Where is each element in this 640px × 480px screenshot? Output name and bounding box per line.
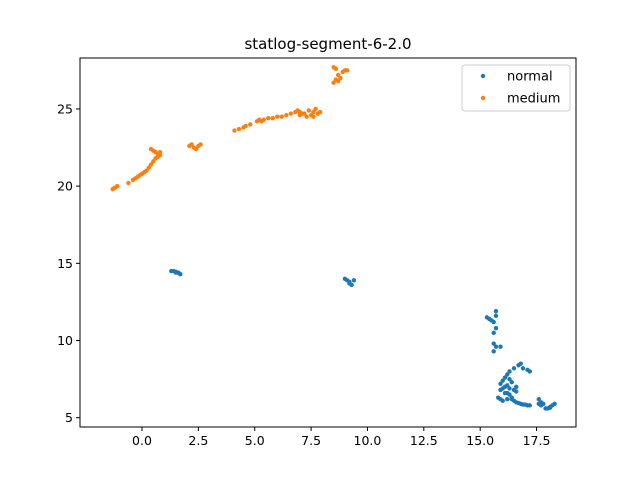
medium-point [148,146,154,152]
y-tick-label: 20 [57,179,73,194]
normal-point [500,378,505,383]
normal-point [520,366,526,371]
medium-point [193,146,199,152]
medium-point [156,152,162,157]
x-tick-label: 10.0 [354,433,382,448]
normal-point [505,383,510,388]
normal-point [514,384,519,390]
x-tick-label: 15.0 [466,433,494,448]
normal-point [507,386,512,391]
normal-point [351,278,357,283]
y-tick-label: 15 [57,256,73,271]
legend-marker-medium [480,95,486,101]
normal-point [505,397,510,402]
x-axis: 0.0 2.5 5.0 7.5 10.0 12.5 15.0 17.5 [132,427,550,448]
x-tick-label: 5.0 [245,433,265,448]
normal-point [527,403,532,408]
y-tick-label: 25 [57,101,73,116]
medium-point [248,122,253,127]
medium-point [311,114,316,119]
y-tick-label: 5 [65,410,73,425]
medium-point [331,80,336,85]
normal-point [498,397,503,402]
normal-point [493,309,499,314]
normal-point [502,390,508,396]
normal-point [505,372,510,377]
normal-point [173,269,179,275]
normal-point [347,281,352,286]
medium-point [270,116,275,121]
medium-point [115,183,120,189]
normal-point [514,389,519,394]
normal-point [507,369,512,374]
medium-point [338,75,343,81]
normal-point [491,330,496,336]
medium-point [317,109,323,115]
medium-point [261,117,266,122]
medium-point [126,180,131,186]
medium-point [295,108,300,113]
chart-title: statlog-segment-6-2.0 [244,35,411,53]
normal-point [493,325,499,331]
normal-point [177,271,182,276]
medium-point [311,109,316,115]
legend-marker-normal [480,73,486,79]
medium-point [148,162,154,167]
normal-point [518,361,523,366]
medium-point [333,66,339,72]
medium-point [266,116,271,121]
medium-point [335,78,341,84]
normal-point [493,313,499,319]
medium-point [151,159,156,164]
medium-point [111,186,117,191]
medium-point [313,106,318,112]
legend: normal medium [461,64,571,112]
medium-point [189,142,194,147]
medium-point [344,68,350,73]
normal-point [552,401,557,407]
medium-point [279,114,284,119]
legend-label-medium: medium [507,92,560,107]
x-tick-label: 7.5 [301,433,321,448]
legend-box [461,64,571,112]
normal-point [511,366,517,371]
medium-point [304,114,309,119]
normal-point [547,405,553,410]
normal-point [491,349,496,354]
medium-point [198,142,203,147]
normal-point [536,397,541,402]
medium-point [144,168,149,173]
normal-point [498,381,503,386]
x-tick-label: 17.5 [523,433,551,448]
normal-point [491,319,496,325]
medium-point [236,126,242,132]
x-tick-label: 12.5 [410,433,438,448]
normal-point [536,401,541,407]
medium-point [146,165,151,170]
medium-point [232,128,237,133]
normal-point [493,344,499,349]
scatter-marks [110,65,557,411]
normal-point [502,375,508,380]
medium-point [335,72,341,78]
normal-point [507,376,512,382]
medium-point [275,114,280,119]
plot-area-frame [79,57,577,428]
normal-point [507,392,512,397]
medium-point [306,108,312,113]
normal-point [491,341,496,346]
normal-point [509,380,514,385]
medium-point [299,111,305,116]
x-tick-label: 2.5 [188,433,208,448]
y-tick-label: 10 [57,333,73,348]
medium-point [288,111,293,116]
y-axis: 5 10 15 20 25 [57,101,80,425]
normal-point [498,344,503,349]
legend-label-normal: normal [507,70,553,85]
x-tick-label: 0.0 [132,433,152,448]
medium-point [284,112,289,118]
medium-point [243,123,248,129]
normal-point [527,369,532,374]
